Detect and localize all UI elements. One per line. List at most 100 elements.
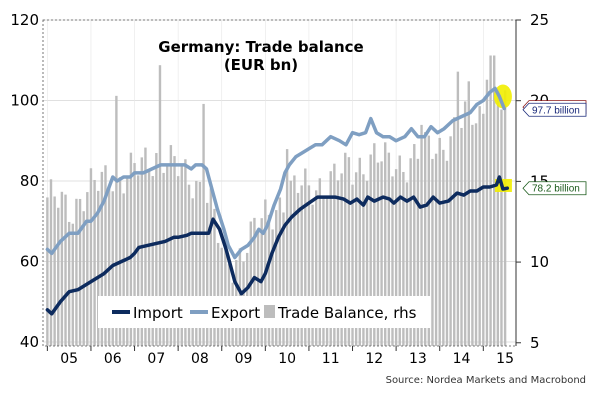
callout-box: [522, 181, 587, 196]
trade-balance-bar: [402, 171, 405, 346]
chart-title: Germany: Trade balance: [158, 38, 363, 56]
x-tick-label: 05: [60, 351, 78, 367]
trade-balance-bar: [169, 145, 173, 346]
callout-label: 78.2 billion: [532, 184, 580, 195]
trade-balance-bar: [129, 152, 133, 346]
trade-balance-bar: [104, 165, 107, 346]
trade-balance-bar: [496, 93, 500, 346]
trade-balance-bar: [198, 181, 202, 346]
series-lines: [45, 86, 510, 316]
trade-balance-bar: [282, 212, 285, 346]
callout-label: 97.7 billion: [532, 105, 580, 116]
trade-balance-bar: [187, 184, 191, 346]
trade-balance-bar: [75, 198, 78, 346]
trade-balance-bar: [224, 239, 227, 346]
trade-balance-bar: [503, 90, 507, 346]
trade-balance-bar: [471, 124, 474, 346]
trade-balance-bar: [438, 137, 441, 346]
x-tick-label: 12: [365, 351, 383, 367]
trade-balance-bar: [213, 208, 216, 346]
trade-balance-bar: [413, 144, 416, 346]
trade-balance-bar: [180, 166, 183, 346]
trade-balance-bar: [449, 136, 452, 346]
trade-balance-bar: [71, 223, 74, 346]
trade-balance-bar: [463, 101, 467, 346]
x-tick-label: 06: [104, 351, 122, 367]
trade-balance-bar: [405, 182, 409, 346]
trade-balance-bar: [409, 158, 412, 346]
source-note: Source: Nordea Markets and Macrobond: [386, 375, 586, 386]
y-left-tick-label: 120: [10, 11, 39, 29]
trade-balance-bar: [256, 231, 260, 346]
trade-balance-bar: [373, 143, 376, 346]
x-tick-label: 15: [496, 351, 514, 367]
trade-balance-bar: [78, 198, 82, 346]
trade-balance-bar: [191, 198, 194, 346]
trade-balance-bar: [202, 103, 205, 346]
trade-balance-bar: [485, 79, 489, 347]
trade-balance-bar: [176, 176, 180, 346]
trade-balance-bar: [122, 193, 125, 346]
trade-balance-bar: [49, 179, 53, 346]
trade-balance-bar: [107, 186, 111, 346]
trade-balance-bar: [456, 71, 460, 347]
trade-balance-bar: [300, 185, 303, 346]
trade-balance-bar: [166, 166, 169, 346]
y-left-tick-label: 60: [20, 252, 39, 270]
legend: Import Export Trade Balance, rhs: [98, 296, 430, 328]
trade-balance-bar: [289, 180, 292, 346]
legend-label-trade-balance: Trade Balance, rhs: [277, 304, 417, 322]
trade-balance-bar: [93, 179, 96, 346]
y-right-tick-label: 10: [530, 253, 549, 271]
trade-balance-bar: [420, 124, 423, 346]
trade-balance-bar: [442, 149, 445, 346]
trade-balance-bar: [89, 168, 93, 346]
y-left-tick-label: 100: [10, 91, 39, 109]
export-line: [45, 86, 506, 260]
legend-label-export: Export: [211, 304, 260, 322]
trade-balance-bar: [293, 175, 296, 346]
trade-balance-bar: [329, 171, 332, 346]
axes: 4060801001205101520250506070809101112131…: [10, 11, 549, 367]
trade-balance-bar: [358, 157, 361, 346]
trade-balance-bar: [275, 210, 278, 346]
trade-balance-bar: [184, 159, 187, 346]
trade-balance-bar: [453, 117, 456, 346]
trade-balance-bar: [384, 142, 387, 346]
trade-balance-bar: [351, 184, 354, 346]
y-left-tick-label: 40: [20, 333, 39, 351]
x-tick-label: 14: [453, 351, 471, 367]
chart-subtitle: (EUR bn): [224, 56, 298, 74]
trade-balance-bar: [158, 65, 162, 347]
trade-balance-bar: [151, 176, 154, 346]
trade-balance-bar: [155, 153, 158, 346]
trade-balance-bar: [322, 195, 325, 346]
trade-balance-bar: [394, 169, 398, 346]
trade-balance-bar: [431, 158, 434, 346]
trade-balance-bar: [314, 190, 318, 346]
trade-balance-bar: [195, 180, 198, 346]
trade-balance-bar: [209, 188, 213, 346]
trade-balance-bar: [307, 185, 311, 346]
trade-balance-bar: [97, 190, 100, 346]
trade-balance-bar: [46, 197, 49, 346]
trade-balance-bar: [173, 156, 176, 346]
trade-balance-bar: [296, 192, 300, 346]
trade-balance-bar: [147, 169, 151, 346]
trade-balance-bar: [365, 180, 369, 346]
y-right-tick-label: 25: [530, 11, 549, 29]
trade-balance-bar: [423, 132, 427, 346]
x-tick-label: 09: [235, 351, 253, 367]
trade-balance-bar: [478, 106, 481, 346]
trade-balance-bar: [325, 198, 329, 346]
trade-balance-bar: [318, 178, 322, 346]
trade-balance-bar: [333, 163, 336, 346]
trade-balance-bar: [500, 109, 503, 346]
trade-balance-bar: [434, 153, 438, 346]
trade-balance-bar: [253, 217, 256, 346]
trade-balance-bar: [311, 204, 314, 346]
x-tick-label: 10: [278, 351, 296, 367]
legend-label-import: Import: [133, 304, 183, 322]
trade-balance-bar: [340, 173, 343, 346]
trade-balance-bar: [489, 55, 492, 347]
